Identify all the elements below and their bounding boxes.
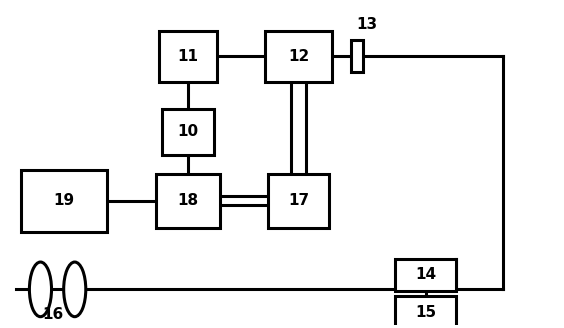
Ellipse shape <box>64 262 86 317</box>
Bar <box>351 40 363 72</box>
Text: 19: 19 <box>53 194 74 209</box>
Text: 13: 13 <box>356 17 377 32</box>
Bar <box>268 174 329 228</box>
Bar <box>156 174 220 228</box>
Text: 10: 10 <box>178 124 199 139</box>
Bar <box>395 259 456 291</box>
Text: 14: 14 <box>415 267 437 282</box>
Text: 17: 17 <box>288 194 309 209</box>
Bar <box>159 31 217 82</box>
Text: 16: 16 <box>42 306 63 321</box>
Bar <box>162 109 214 155</box>
Ellipse shape <box>29 262 51 317</box>
Text: 15: 15 <box>415 305 437 320</box>
Text: 18: 18 <box>178 194 199 209</box>
Bar <box>266 31 332 82</box>
Bar <box>395 297 456 328</box>
Text: 11: 11 <box>178 49 199 64</box>
Text: 12: 12 <box>288 49 309 64</box>
Bar <box>21 170 107 232</box>
